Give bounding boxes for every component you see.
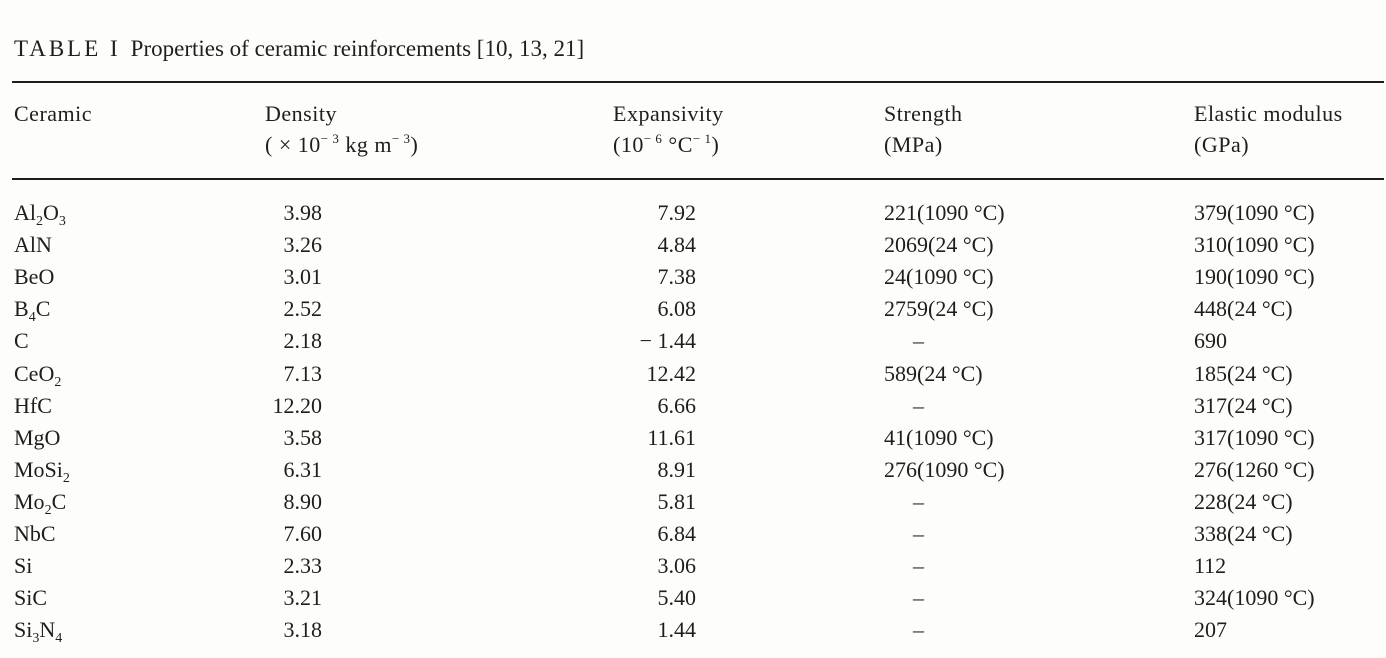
cell-ceramic: Al2O3 xyxy=(14,200,66,229)
cell-elastic-modulus: 317(1090 °C) xyxy=(1194,425,1315,450)
cell-elastic-modulus: 207 xyxy=(1194,617,1227,642)
cell-elastic-modulus: 185(24 °C) xyxy=(1194,361,1293,386)
cell-density: 12.20 xyxy=(272,393,323,418)
cell-strength: – xyxy=(913,585,924,610)
table-caption-label: TABLE I xyxy=(14,36,121,61)
cell-expansivity: 5.81 xyxy=(657,489,697,514)
cell-expansivity: 3.06 xyxy=(657,553,697,578)
header-density-unit: ( × 10− 3 kg m− 3) xyxy=(265,131,419,157)
top-rule xyxy=(12,81,1384,83)
cell-strength: 589(24 °C) xyxy=(884,361,983,386)
cell-ceramic: HfC xyxy=(14,393,52,418)
cell-ceramic: BeO xyxy=(14,264,55,289)
cell-strength: 276(1090 °C) xyxy=(884,457,1005,482)
cell-expansivity: 12.42 xyxy=(646,361,697,386)
cell-density: 3.21 xyxy=(283,585,323,610)
cell-strength: – xyxy=(913,617,924,642)
cell-elastic-modulus: 317(24 °C) xyxy=(1194,393,1293,418)
cell-elastic-modulus: 690 xyxy=(1194,328,1227,353)
cell-strength: – xyxy=(913,553,924,578)
cell-strength: – xyxy=(913,393,924,418)
cell-elastic-modulus: 112 xyxy=(1194,553,1227,578)
cell-density: 3.18 xyxy=(283,617,323,642)
cell-ceramic: NbC xyxy=(14,521,56,546)
cell-ceramic: AlN xyxy=(14,232,52,257)
cell-density: 2.18 xyxy=(283,328,323,353)
cell-density: 7.13 xyxy=(283,361,323,386)
cell-expansivity: 6.84 xyxy=(657,521,697,546)
cell-expansivity: 5.40 xyxy=(657,585,697,610)
cell-ceramic: Si3N4 xyxy=(14,617,63,646)
cell-density: 2.52 xyxy=(283,296,323,321)
cell-expansivity: 8.91 xyxy=(657,457,697,482)
cell-strength: 2759(24 °C) xyxy=(884,296,994,321)
cell-ceramic: CeO2 xyxy=(14,361,62,390)
cell-expansivity: 7.38 xyxy=(657,264,697,289)
cell-ceramic: Si xyxy=(14,553,33,578)
cell-strength: – xyxy=(913,521,924,546)
cell-density: 2.33 xyxy=(283,553,323,578)
cell-elastic-modulus: 379(1090 °C) xyxy=(1194,200,1315,225)
cell-elastic-modulus: 324(1090 °C) xyxy=(1194,585,1315,610)
header-density: Density ( × 10− 3 kg m− 3) xyxy=(265,98,418,160)
cell-ceramic: SiC xyxy=(14,585,48,610)
cell-expansivity: 11.61 xyxy=(647,425,696,450)
cell-density: 3.01 xyxy=(283,264,323,289)
cell-elastic-modulus: 310(1090 °C) xyxy=(1194,232,1315,257)
cell-elastic-modulus: 190(1090 °C) xyxy=(1194,264,1315,289)
cell-strength: – xyxy=(913,328,924,353)
cell-expansivity: 6.66 xyxy=(657,393,697,418)
cell-density: 3.98 xyxy=(283,200,323,225)
cell-expansivity: 7.92 xyxy=(657,200,697,225)
cell-ceramic: MgO xyxy=(14,425,61,450)
cell-elastic-modulus: 448(24 °C) xyxy=(1194,296,1293,321)
cell-ceramic: MoSi2 xyxy=(14,457,70,486)
cell-strength: 221(1090 °C) xyxy=(884,200,1005,225)
cell-strength: 24(1090 °C) xyxy=(884,264,994,289)
cell-expansivity: 4.84 xyxy=(657,232,697,257)
cell-density: 3.58 xyxy=(283,425,323,450)
cell-elastic-modulus: 228(24 °C) xyxy=(1194,489,1293,514)
header-elastic-modulus: Elastic modulus (GPa) xyxy=(1194,101,1343,157)
header-expansivity-unit: (10− 6 °C− 1) xyxy=(613,131,720,157)
header-ceramic: Ceramic xyxy=(14,101,93,126)
cell-expansivity: 6.08 xyxy=(657,296,697,321)
cell-expansivity: − 1.44 xyxy=(639,328,696,353)
cell-elastic-modulus: 338(24 °C) xyxy=(1194,521,1293,546)
header-strength: Strength (MPa) xyxy=(884,101,963,157)
cell-density: 3.26 xyxy=(283,232,323,257)
cell-ceramic: B4C xyxy=(14,296,51,325)
header-expansivity: Expansivity (10− 6 °C− 1) xyxy=(613,98,724,160)
cell-density: 8.90 xyxy=(283,489,323,514)
table-caption-text: Properties of ceramic reinforcements [10… xyxy=(130,36,585,61)
table-caption: TABLE I Properties of ceramic reinforceme… xyxy=(14,36,584,62)
cell-ceramic: C xyxy=(14,328,29,353)
cell-density: 7.60 xyxy=(283,521,323,546)
cell-strength: – xyxy=(913,489,924,514)
header-rule xyxy=(12,178,1384,180)
cell-strength: 2069(24 °C) xyxy=(884,232,994,257)
cell-ceramic: Mo2C xyxy=(14,489,67,518)
cell-strength: 41(1090 °C) xyxy=(884,425,994,450)
cell-expansivity: 1.44 xyxy=(657,617,697,642)
cell-elastic-modulus: 276(1260 °C) xyxy=(1194,457,1315,482)
cell-density: 6.31 xyxy=(283,457,323,482)
